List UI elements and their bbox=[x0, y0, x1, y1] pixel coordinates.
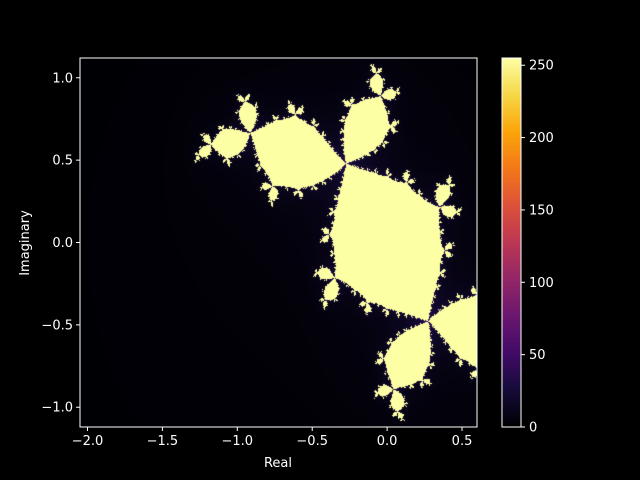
x-axis-label: Real bbox=[264, 456, 292, 471]
colorbar-tick-label: 0 bbox=[529, 421, 537, 436]
x-tick-label: 0.5 bbox=[452, 434, 473, 449]
x-tick-label: −1.0 bbox=[222, 434, 254, 449]
y-axis: −1.0 −0.5 0.0 0.5 1.0 bbox=[41, 71, 80, 416]
heatmap-image bbox=[80, 58, 477, 427]
x-tick-label: −2.0 bbox=[72, 434, 104, 449]
colorbar-frame bbox=[501, 57, 522, 428]
colorbar-tick-label: 200 bbox=[529, 131, 554, 146]
y-tick-label: −1.0 bbox=[41, 401, 73, 416]
x-axis: −2.0 −1.5 −1.0 −0.5 0.0 0.5 bbox=[72, 427, 473, 449]
y-tick-label: −0.5 bbox=[41, 318, 73, 333]
plot-area bbox=[79, 57, 478, 428]
colorbar-ticks: 0 50 100 150 200 250 bbox=[521, 59, 554, 436]
y-tick-label: 0.0 bbox=[52, 236, 73, 251]
y-tick-label: 0.5 bbox=[52, 154, 73, 169]
colorbar-tick-label: 50 bbox=[529, 348, 546, 363]
x-tick-label: −0.5 bbox=[296, 434, 328, 449]
colorbar: 0 50 100 150 200 250 bbox=[501, 57, 554, 436]
colorbar-tick-label: 100 bbox=[529, 276, 554, 291]
y-tick-label: 1.0 bbox=[52, 71, 73, 86]
y-axis-label: Imaginary bbox=[18, 210, 33, 276]
colorbar-tick-label: 150 bbox=[529, 203, 554, 218]
x-tick-label: −1.5 bbox=[147, 434, 179, 449]
colorbar-gradient bbox=[502, 58, 521, 427]
colorbar-tick-label: 250 bbox=[529, 59, 554, 74]
x-tick-label: 0.0 bbox=[377, 434, 398, 449]
